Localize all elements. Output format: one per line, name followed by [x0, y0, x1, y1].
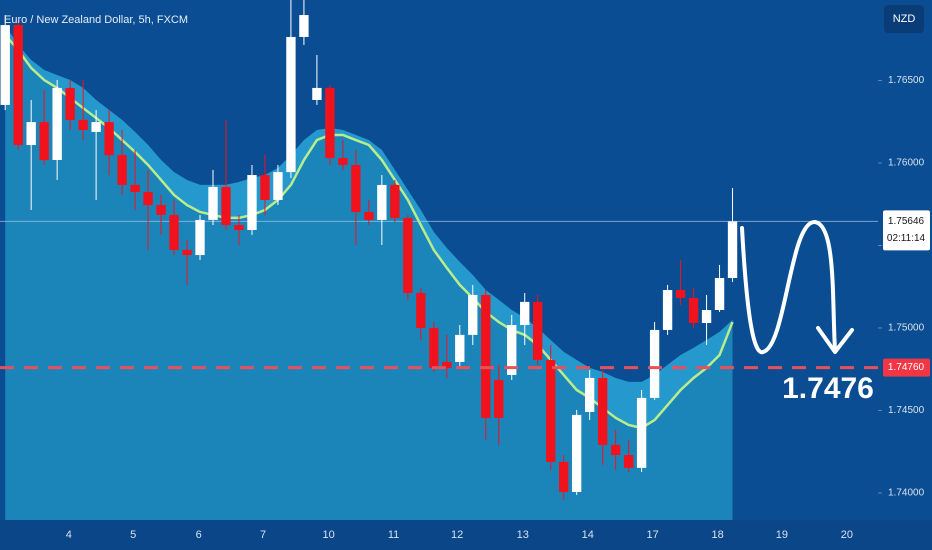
candle-body: [130, 184, 140, 193]
candle-body: [584, 377, 595, 412]
last-price-label: 1.75646: [888, 216, 925, 227]
y-tick-label: 1.74000: [888, 488, 925, 499]
candle-body: [156, 205, 166, 215]
candle-body: [610, 444, 621, 455]
candle-body: [273, 172, 283, 200]
y-tick-label: 1.75000: [888, 323, 925, 334]
y-tick-label: 1.76500: [888, 75, 925, 86]
candle-body: [78, 119, 88, 130]
x-tick-label: 12: [451, 529, 463, 541]
candle-body: [390, 184, 400, 218]
candle-body: [143, 192, 153, 206]
candle-body: [39, 122, 49, 161]
candle-body: [26, 122, 36, 146]
currency-button[interactable]: [884, 5, 924, 33]
candle-body: [299, 15, 309, 37]
candle-body: [338, 158, 348, 165]
candle-body: [494, 379, 504, 418]
arrow-head: [816, 326, 854, 354]
plot: [0, 0, 878, 520]
x-tick-label: 10: [322, 529, 334, 541]
x-tick-label: 13: [517, 529, 529, 541]
candle-body: [688, 297, 699, 324]
candle-body: [52, 87, 62, 161]
candle-body: [325, 87, 335, 159]
candle-body: [195, 219, 205, 256]
x-tick-label: 14: [582, 529, 594, 541]
candle-body: [117, 155, 127, 185]
ma-line: [4, 34, 734, 430]
x-tick-label: 19: [776, 529, 788, 541]
candle-body: [65, 87, 75, 120]
candle-body: [442, 361, 452, 368]
candle-body: [636, 397, 647, 468]
candle-body: [429, 327, 439, 368]
candle-body: [623, 455, 634, 468]
candle-body: [559, 461, 569, 492]
candle-body: [662, 290, 673, 330]
currency-button-label[interactable]: NZD: [893, 13, 916, 25]
candle-body: [182, 249, 192, 256]
target-badge: [883, 358, 930, 377]
candle-body: [312, 87, 322, 100]
last-price-badge: [883, 210, 930, 251]
band-stripe: [5, 25, 733, 428]
candle-body: [468, 294, 478, 335]
x-tick-label: 20: [841, 529, 853, 541]
candle-body: [597, 377, 608, 445]
candle-body: [247, 175, 257, 230]
candle-body: [481, 294, 491, 418]
candle-body: [13, 25, 23, 146]
candle-body: [260, 175, 270, 200]
candle-body: [351, 164, 361, 212]
candle-body: [520, 301, 530, 325]
candle-body: [169, 214, 179, 250]
candle-body: [649, 329, 660, 398]
x-tick-label: 4: [66, 529, 72, 541]
y-tick-label: 1.74500: [888, 405, 925, 416]
candle-body: [221, 186, 231, 226]
candle-body: [533, 301, 543, 360]
x-axis-strip: [0, 520, 932, 550]
candle-body: [675, 290, 686, 298]
candle-body: [377, 184, 387, 220]
candle-body: [0, 25, 10, 105]
chart-title: Euro / New Zealand Dollar, 5h, FXCM: [4, 14, 188, 26]
x-tick-label: 6: [196, 529, 202, 541]
hand-drawn-arrow: [740, 219, 837, 355]
x-tick-label: 18: [711, 529, 723, 541]
y-tick-label: 1.76000: [888, 158, 925, 169]
candle-body: [234, 225, 244, 230]
candle-body: [455, 334, 465, 362]
candle-body: [571, 414, 582, 492]
candle-body: [208, 186, 218, 220]
candle-body: [104, 122, 114, 156]
target-annotation: 1.7476: [782, 372, 874, 405]
candle-body: [364, 211, 374, 220]
candle-body: [286, 36, 296, 173]
target-label: 1.74760: [888, 362, 925, 373]
candle-body: [714, 277, 725, 310]
candle-body: [727, 221, 738, 278]
countdown-label: 02:11:14: [887, 233, 926, 244]
candle-body: [416, 292, 426, 328]
x-tick-label: 7: [260, 529, 266, 541]
x-tick-label: 17: [647, 529, 659, 541]
x-tick-label: 11: [388, 529, 399, 541]
candle-body: [701, 309, 712, 324]
x-tick-label: 5: [130, 529, 136, 541]
candle-body: [546, 359, 556, 462]
overlay: 1.740001.745001.750001.755001.760001.765…: [66, 75, 930, 541]
candle-body: [507, 325, 517, 375]
candle-body: [403, 217, 413, 293]
candle-body: [91, 122, 101, 132]
